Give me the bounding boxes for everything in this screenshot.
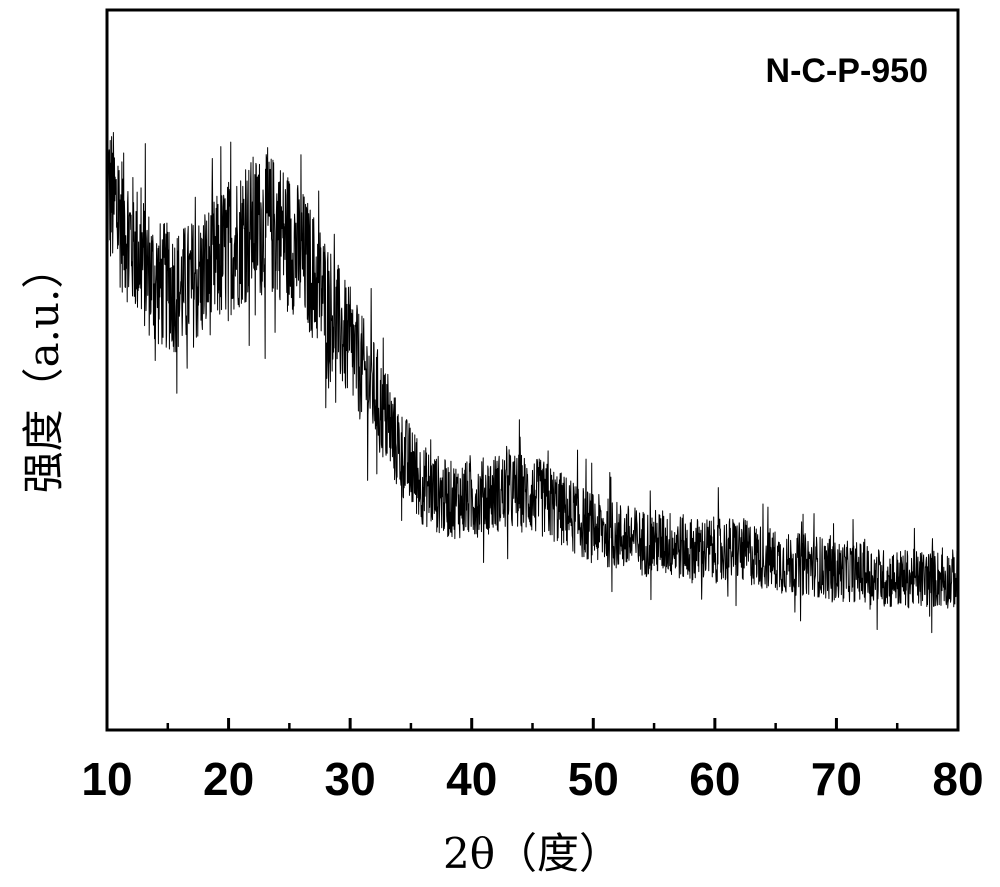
- x-tick-label: 30: [325, 753, 376, 805]
- x-tick-label: 50: [568, 753, 619, 805]
- x-tick-label: 60: [689, 753, 740, 805]
- y-axis-title: 强度（a.u.）: [19, 247, 68, 494]
- x-tick-label: 10: [81, 753, 132, 805]
- x-tick-label: 40: [446, 753, 497, 805]
- series-layer: [106, 132, 959, 634]
- x-tick-labels: 10 20 30 40 50 60 70 80: [81, 753, 983, 805]
- plot-frame: [105, 8, 960, 732]
- x-axis-title: 2θ（度）: [443, 829, 621, 878]
- x-tick-label: 20: [203, 753, 254, 805]
- xrd-series-line: [106, 132, 959, 634]
- x-tick-label: 70: [811, 753, 862, 805]
- x-ticks: [105, 718, 960, 730]
- x-tick-label: 80: [932, 753, 983, 805]
- series-annotation: N-C-P-950: [766, 52, 928, 90]
